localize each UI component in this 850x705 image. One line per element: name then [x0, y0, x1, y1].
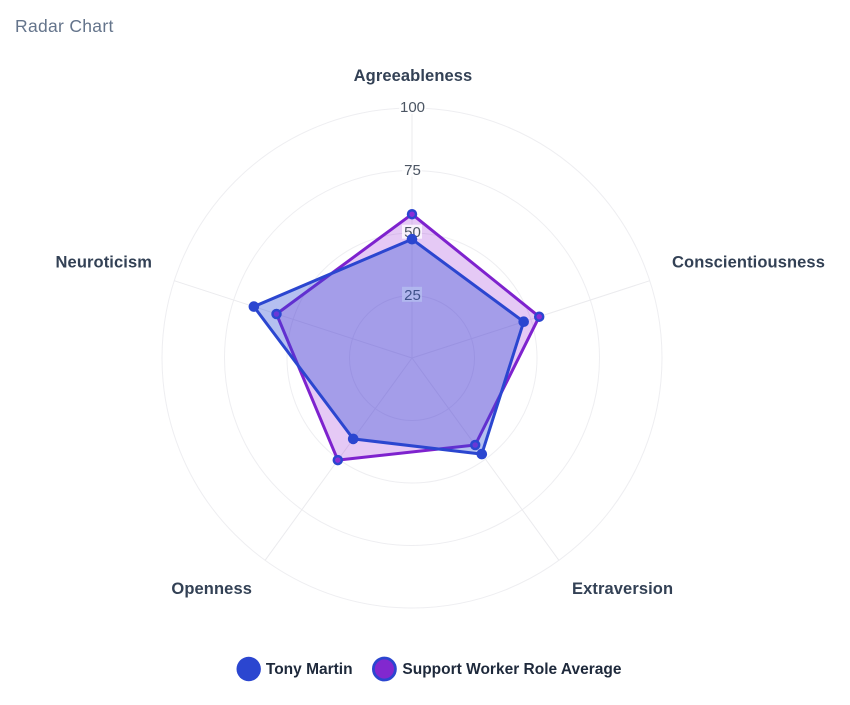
svg-text:25: 25	[404, 287, 421, 304]
svg-text:Neuroticism: Neuroticism	[56, 254, 152, 272]
svg-text:100: 100	[400, 99, 425, 116]
svg-text:Extraversion: Extraversion	[572, 580, 673, 598]
svg-text:75: 75	[404, 162, 421, 179]
svg-text:Radar Chart: Radar Chart	[15, 16, 114, 36]
svg-text:Agreeableness: Agreeableness	[354, 67, 473, 85]
svg-text:Support Worker Role Average: Support Worker Role Average	[402, 661, 621, 678]
svg-text:Openness: Openness	[171, 580, 252, 598]
svg-text:Conscientiousness: Conscientiousness	[672, 254, 825, 272]
svg-text:Tony Martin: Tony Martin	[266, 661, 353, 678]
